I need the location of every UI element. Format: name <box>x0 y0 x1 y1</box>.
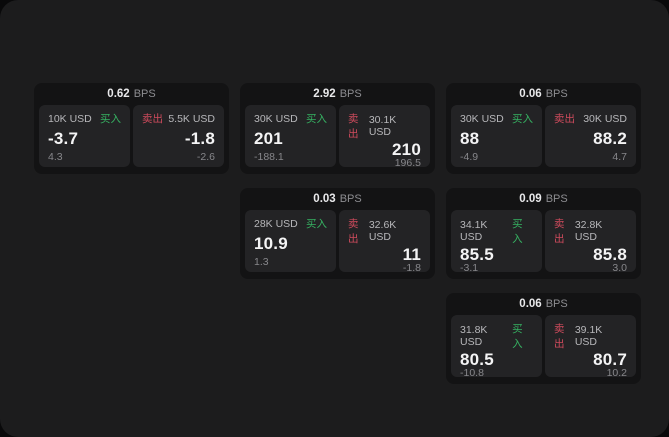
buy-side-label: 买入 <box>512 218 523 245</box>
spread-unit-label: BPS <box>545 88 568 100</box>
sell-price: 11 <box>402 245 421 264</box>
sell-tile[interactable]: 卖出 32.8K USD 85.8 3.0 <box>545 210 636 274</box>
sell-sub-value: 4.7 <box>612 150 627 163</box>
buy-side-label: 买入 <box>306 113 327 125</box>
spread-unit-label: BPS <box>545 193 568 205</box>
spread-unit-label: BPS <box>339 193 362 205</box>
buy-sub-value: -4.9 <box>460 150 479 163</box>
spread-header: 0.06 BPS <box>446 83 641 105</box>
sell-size: 30.1K USD <box>368 114 397 138</box>
sell-side-label: 卖出 <box>554 323 565 350</box>
buy-sub-value: -10.8 <box>460 367 484 379</box>
sell-side-label: 卖出 <box>554 113 575 125</box>
sell-price: 210 <box>392 140 421 159</box>
sell-side-label: 卖出 <box>348 218 359 245</box>
buy-size: 31.8K USD <box>460 324 488 348</box>
sell-tile[interactable]: 卖出 5.5K USD -1.8 -2.6 <box>133 105 224 167</box>
buy-size: 10K USD <box>48 112 92 125</box>
sell-size: 39.1K USD <box>574 324 603 348</box>
sell-price: 85.8 <box>593 245 627 264</box>
buy-tile[interactable]: 28K USD 买入 10.9 1.3 <box>245 210 336 272</box>
spread-unit-label: BPS <box>133 88 156 100</box>
sell-tile[interactable]: 卖出 32.6K USD 11 -1.8 <box>339 210 430 274</box>
spread-value: 0.03 <box>313 193 336 205</box>
sell-size: 30K USD <box>583 112 627 125</box>
sell-tile[interactable]: 卖出 30K USD 88.2 4.7 <box>545 105 636 167</box>
buy-tile[interactable]: 10K USD 买入 -3.7 4.3 <box>39 105 130 167</box>
buy-side-label: 买入 <box>512 323 523 350</box>
sell-sub-value: -1.8 <box>402 262 421 274</box>
spread-value: 2.92 <box>313 88 336 100</box>
buy-side-label: 买入 <box>306 218 327 230</box>
sell-sub-value: -2.6 <box>196 150 215 163</box>
buy-sub-value: -3.1 <box>460 262 479 274</box>
spread-value: 0.06 <box>519 88 542 100</box>
quote-card: 2.92 BPS 30K USD 买入 201 -188.1 卖出 30.1K … <box>240 83 435 174</box>
quote-card: 0.62 BPS 10K USD 买入 -3.7 4.3 卖出 5.5K USD… <box>34 83 229 174</box>
sell-side-label: 卖出 <box>142 113 163 125</box>
sell-side-label: 卖出 <box>348 113 359 140</box>
buy-sub-value: 4.3 <box>48 150 63 163</box>
buy-price: 10.9 <box>254 234 288 254</box>
sell-size: 32.8K USD <box>574 219 603 243</box>
spread-unit-label: BPS <box>339 88 362 100</box>
sell-side-label: 卖出 <box>554 218 565 245</box>
sell-price: 88.2 <box>593 129 627 149</box>
buy-side-label: 买入 <box>512 113 533 125</box>
buy-size: 30K USD <box>254 112 298 125</box>
sell-tile[interactable]: 卖出 30.1K USD 210 196.5 <box>339 105 430 169</box>
buy-price: -3.7 <box>48 129 79 149</box>
spread-header: 2.92 BPS <box>240 83 435 105</box>
spread-header: 0.09 BPS <box>446 188 641 210</box>
quote-card: 0.06 BPS 31.8K USD 买入 80.5 -10.8 卖出 39.1… <box>446 293 641 384</box>
spread-unit-label: BPS <box>545 298 568 310</box>
spread-value: 0.09 <box>519 193 542 205</box>
buy-sub-value: 1.3 <box>254 255 269 268</box>
spread-value: 0.06 <box>519 298 542 310</box>
buy-price: 88 <box>460 129 480 149</box>
spread-header: 0.06 BPS <box>446 293 641 315</box>
buy-size: 30K USD <box>460 112 504 125</box>
sell-price: -1.8 <box>184 129 215 149</box>
buy-price: 80.5 <box>460 350 494 369</box>
buy-side-label: 买入 <box>100 113 121 125</box>
spread-header: 0.62 BPS <box>34 83 229 105</box>
buy-tile[interactable]: 31.8K USD 买入 80.5 -10.8 <box>451 315 542 379</box>
sell-sub-value: 3.0 <box>612 262 627 274</box>
sell-sub-value: 196.5 <box>394 157 421 169</box>
sell-size: 32.6K USD <box>368 219 397 243</box>
quote-card: 0.06 BPS 30K USD 买入 88 -4.9 卖出 30K USD 8… <box>446 83 641 174</box>
buy-price: 85.5 <box>460 245 494 264</box>
buy-price: 201 <box>254 129 283 149</box>
spread-header: 0.03 BPS <box>240 188 435 210</box>
buy-size: 34.1K USD <box>460 219 488 243</box>
sell-price: 80.7 <box>593 350 627 369</box>
quote-card: 0.03 BPS 28K USD 买入 10.9 1.3 卖出 32.6K US… <box>240 188 435 279</box>
sell-sub-value: 10.2 <box>606 367 627 379</box>
buy-tile[interactable]: 30K USD 买入 88 -4.9 <box>451 105 542 167</box>
sell-tile[interactable]: 卖出 39.1K USD 80.7 10.2 <box>545 315 636 379</box>
sell-size: 5.5K USD <box>168 112 215 125</box>
spread-value: 0.62 <box>107 88 130 100</box>
buy-tile[interactable]: 34.1K USD 买入 85.5 -3.1 <box>451 210 542 274</box>
buy-tile[interactable]: 30K USD 买入 201 -188.1 <box>245 105 336 167</box>
buy-size: 28K USD <box>254 217 298 230</box>
quote-card: 0.09 BPS 34.1K USD 买入 85.5 -3.1 卖出 32.8K… <box>446 188 641 279</box>
buy-sub-value: -188.1 <box>254 150 284 163</box>
